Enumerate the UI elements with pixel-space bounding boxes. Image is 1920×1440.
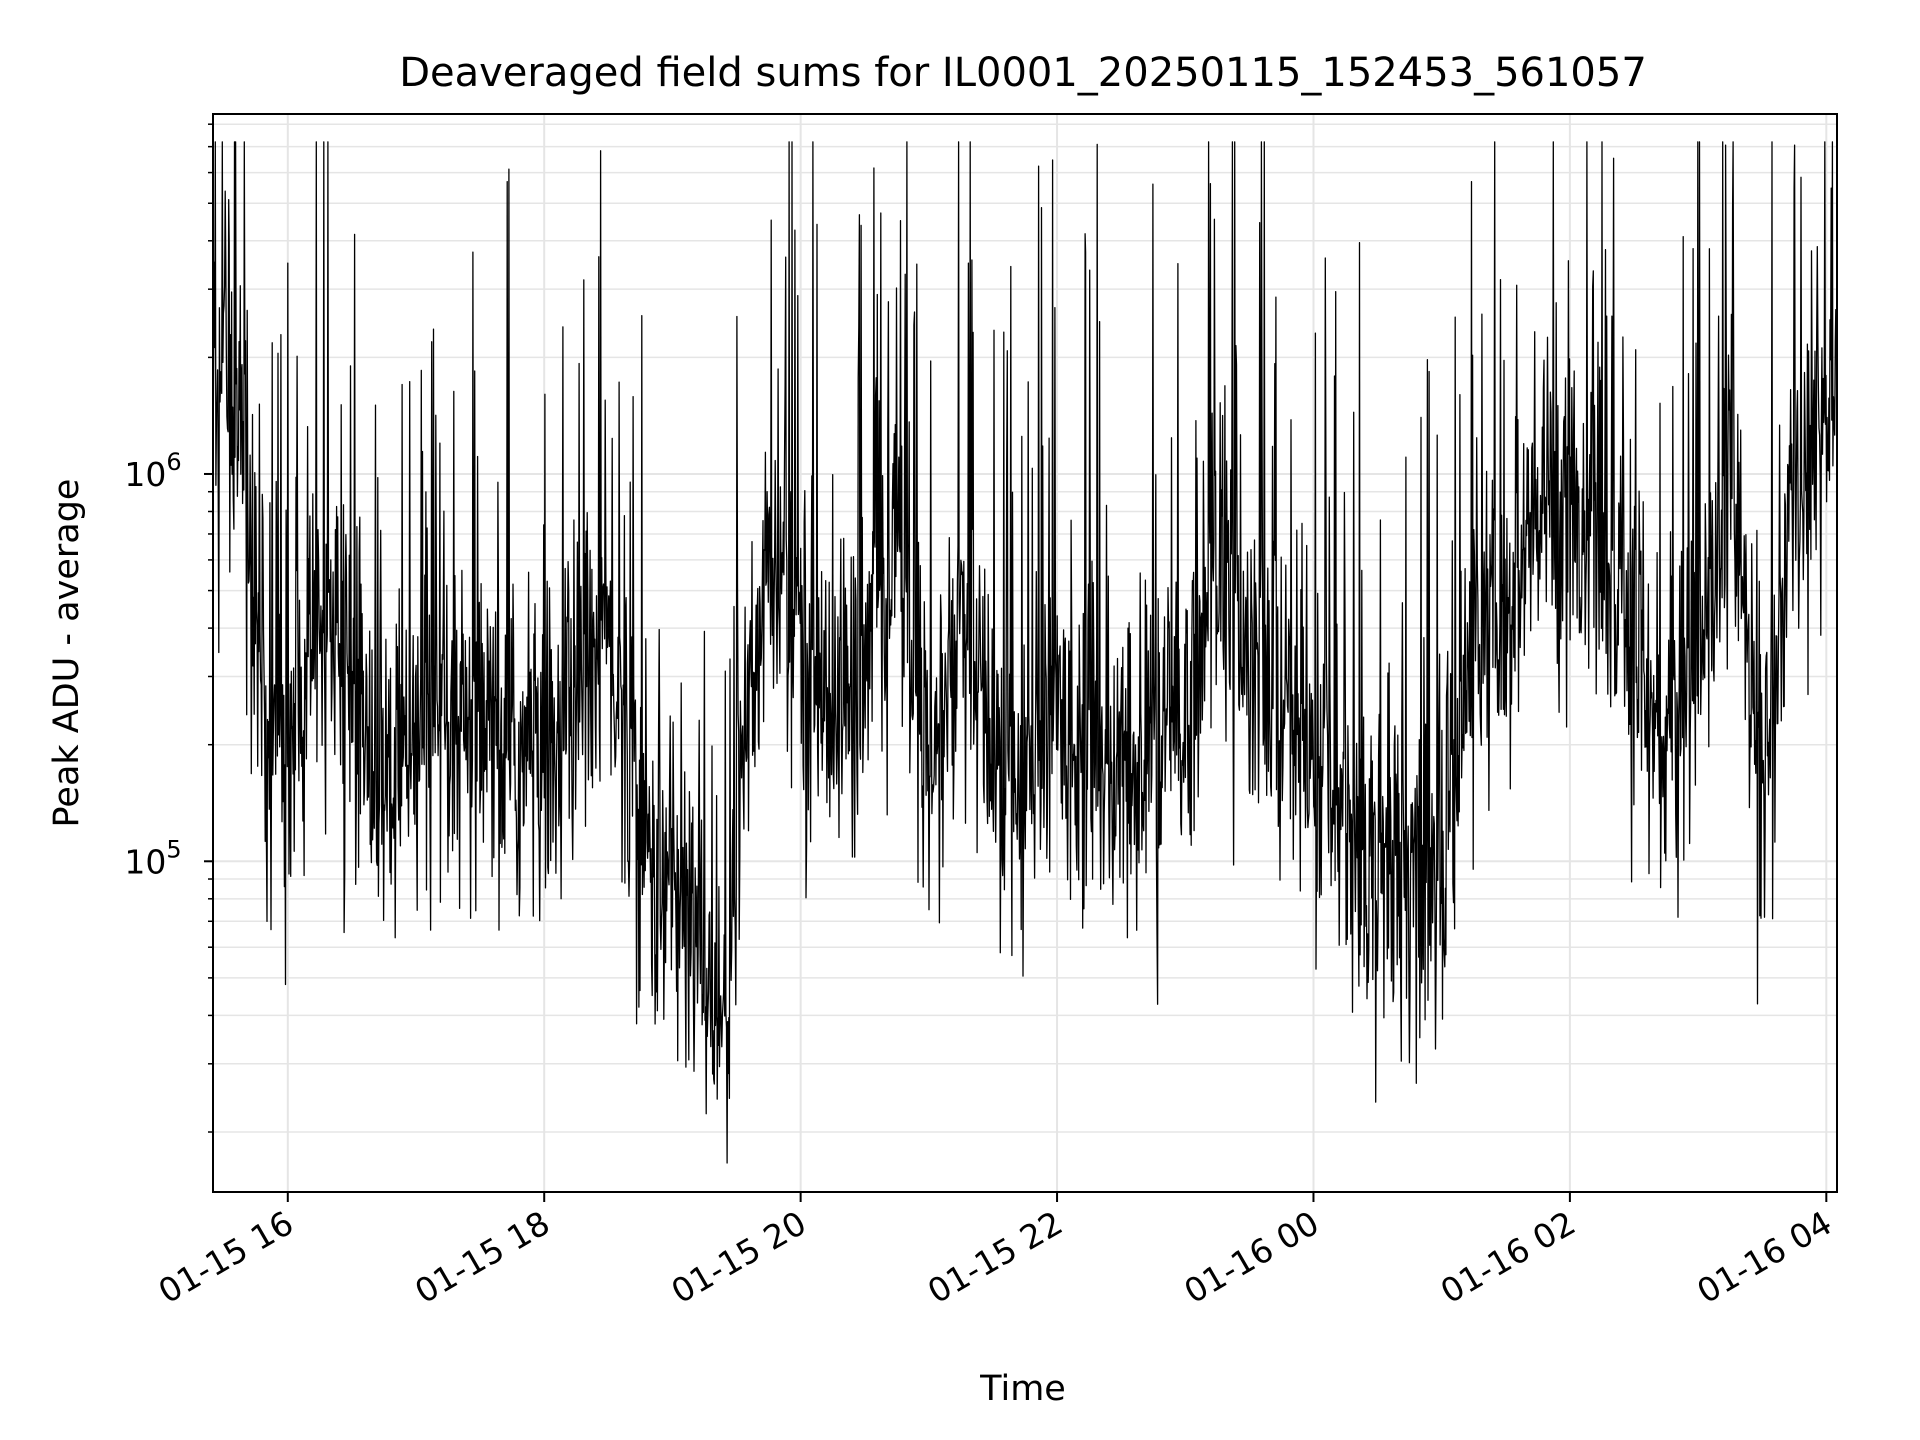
y-tick-label: 106 <box>124 448 181 494</box>
x-axis-label: Time <box>979 1369 1066 1409</box>
x-tick-label: 01-15 16 <box>152 1203 300 1311</box>
x-tick-label: 01-15 22 <box>921 1203 1069 1311</box>
x-tick-label: 01-16 02 <box>1434 1203 1582 1311</box>
plot-frame <box>212 113 1838 1193</box>
x-tick-label: 01-15 20 <box>665 1203 813 1311</box>
y-tick-label: 105 <box>124 835 181 881</box>
chart-title: Deaveraged field sums for IL0001_2025011… <box>399 50 1647 96</box>
data-line <box>212 141 1838 1164</box>
series-trace <box>212 141 1838 1164</box>
x-tick-label: 01-16 04 <box>1690 1203 1838 1311</box>
x-tick-label: 01-15 18 <box>408 1203 556 1311</box>
x-tick-label: 01-16 00 <box>1177 1203 1325 1311</box>
y-axis: 105 106 <box>124 123 213 1133</box>
y-axis-label: Peak ADU - average <box>47 479 87 828</box>
x-axis: 01-15 16 01-15 18 01-15 20 01-15 22 01-16 00… <box>152 1192 1838 1311</box>
